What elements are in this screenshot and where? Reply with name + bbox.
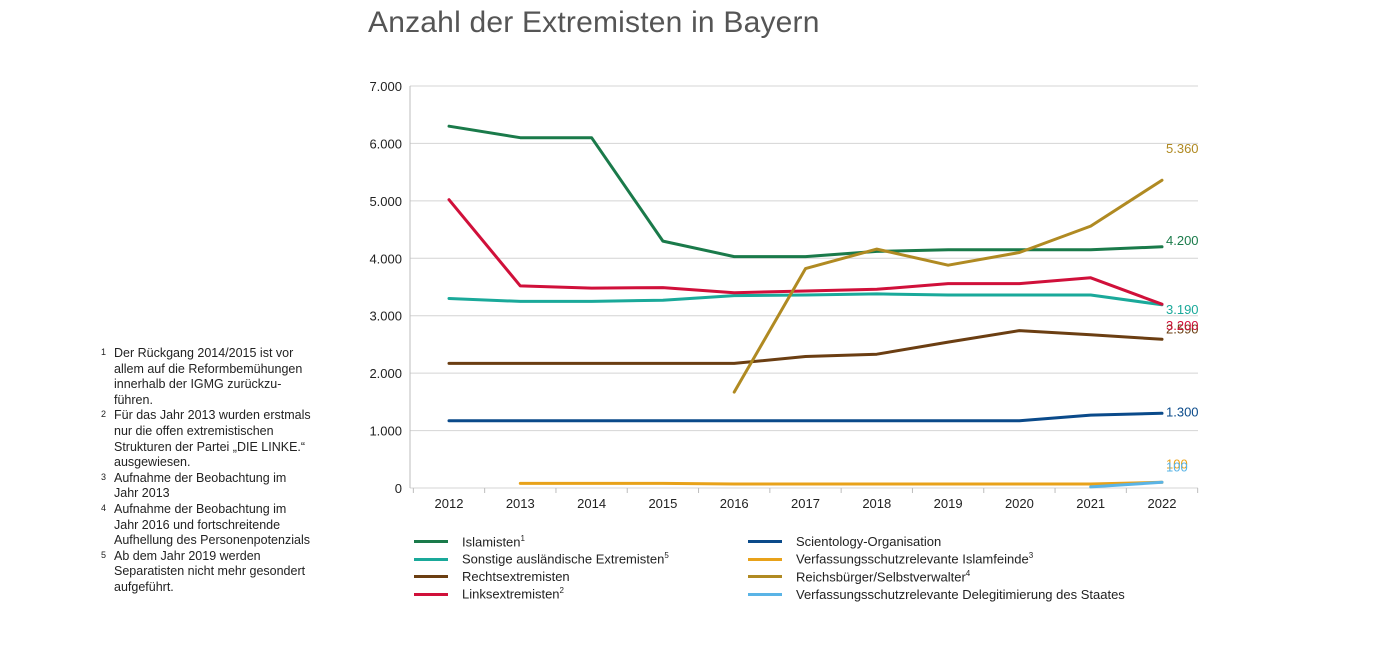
legend-swatch (414, 540, 448, 543)
legend-item: Linksextremisten2 (414, 586, 564, 603)
y-tick-label: 1.000 (369, 424, 402, 439)
x-tick-label: 2016 (720, 496, 749, 511)
footnote: 4 Aufnahme der Beobachtung im Jahr 2016 u… (101, 502, 336, 549)
legend-label: Scientology-Organisation (796, 534, 942, 549)
legend-swatch (414, 592, 448, 596)
footnote-mark: 1 (101, 347, 107, 357)
series-line (732, 178, 1164, 394)
legend-label: Reichsbürger/Selbstverwalter4 (796, 568, 971, 585)
legend-footnote-mark: 4 (965, 568, 971, 578)
footnote-text: Der Rückgang 2014/2015 ist vor allem auf… (114, 346, 303, 407)
y-tick-label: 4.000 (369, 251, 402, 266)
footnote-text: Ab dem Jahr 2019 werden Separatisten nic… (114, 548, 306, 594)
y-tick-label: 3.000 (369, 309, 402, 324)
end-value-label: 1.300 (1166, 404, 1199, 419)
legend-footnote-mark: 5 (664, 551, 669, 561)
y-axis-ticks: 0 1.000 2.000 3.000 4.000 5.000 6.000 7.000 (369, 79, 402, 496)
legend-swatch (748, 592, 782, 596)
legend-label: Linksextremisten2 (462, 586, 564, 602)
footnote-mark: 4 (101, 502, 107, 513)
footnote: 3 Aufnahme der Beobachtung im Jahr 2013 (101, 471, 336, 502)
footnote-mark: 2 (101, 409, 107, 420)
legend-footnote-mark: 2 (559, 586, 564, 596)
y-tick-label: 5.000 (369, 194, 402, 209)
x-tick-label: 2014 (577, 496, 606, 511)
legend-item: Rechtsextremisten (414, 568, 570, 585)
end-value-label: 4.200 (1166, 233, 1199, 248)
x-tick-label: 2021 (1076, 496, 1105, 511)
legend-footnote-mark: 3 (1028, 551, 1034, 561)
footnote: 1 Der Rückgang 2014/2015 ist vor allem au… (101, 346, 336, 408)
y-tick-label: 7.000 (369, 79, 402, 94)
end-value-label: 100 (1166, 459, 1188, 474)
x-tick-label: 2019 (934, 496, 963, 511)
end-value-label: 2.590 (1166, 321, 1199, 336)
x-tick-label: 2017 (791, 496, 820, 511)
legend-label: Islamisten1 (462, 533, 525, 550)
series-line (1089, 480, 1164, 489)
legend-label: Rechtsextremisten (462, 569, 570, 584)
chart-title: Anzahl der Extremisten in Bayern (368, 6, 820, 39)
y-tick-label: 0 (395, 481, 402, 496)
x-tick-label: 2013 (506, 496, 535, 511)
legend-item: Scientology-Organisation (748, 533, 941, 550)
x-tick-label: 2012 (435, 496, 464, 511)
end-value-label: 100 (1166, 456, 1188, 471)
footnote-mark: 3 (101, 471, 107, 482)
end-value-label: 3.190 (1166, 302, 1199, 317)
series-line (447, 292, 1164, 307)
legend-footnote-mark: 1 (520, 533, 525, 543)
footnote-text: Aufnahme der Beobachtung im Jahr 2013 (114, 470, 287, 501)
legend-swatch (748, 540, 782, 543)
x-tick-label: 2020 (1005, 496, 1034, 511)
y-tick-label: 2.000 (369, 366, 402, 381)
legend-item: Reichsbürger/Selbstverwalter4 (748, 568, 970, 585)
legend-label: Verfassungsschutzrelevante Delegitimieru… (796, 586, 1125, 602)
x-axis-ticks: 2012 2013 2014 2015 2016 2017 2018 2019 2020 2021… (412, 488, 1199, 511)
x-tick-label: 2022 (1148, 496, 1177, 511)
legend-swatch (748, 575, 782, 578)
x-tick-label: 2018 (862, 496, 891, 511)
y-tick-label: 6.000 (369, 136, 402, 151)
legend-item: Islamisten1 (414, 533, 525, 550)
legend-swatch (748, 557, 782, 561)
end-value-label: 5.360 (1166, 141, 1199, 156)
footnote: 5 Ab dem Jahr 2019 werden Separatisten ni… (101, 549, 336, 596)
legend-item: Verfassungsschutzrelevante Delegitimieru… (748, 586, 1125, 603)
end-value-label: 3.200 (1166, 318, 1199, 333)
legend-label: Verfassungsschutzrelevante Islamfeinde3 (796, 551, 1034, 567)
legend-item: Verfassungsschutzrelevante Islamfeinde3 (748, 551, 1033, 568)
footnotes: 1 Der Rückgang 2014/2015 ist vor allem au… (101, 346, 336, 596)
legend-label: Sonstige ausländische Extremisten5 (462, 551, 669, 567)
series-lines (447, 124, 1164, 489)
footnote-mark: 5 (101, 549, 107, 560)
footnote-text: Für das Jahr 2013 wurden erstmals nur di… (114, 408, 311, 470)
series-line (447, 198, 1164, 306)
footnote-text: Aufnahme der Beobachtung im Jahr 2016 un… (114, 501, 310, 548)
series-line (518, 480, 1164, 486)
legend-swatch (414, 575, 448, 578)
legend-swatch (414, 557, 448, 561)
series-line (447, 124, 1164, 259)
series-line (447, 329, 1164, 365)
series-line (447, 411, 1164, 423)
legend-item: Sonstige ausländische Extremisten5 (414, 551, 669, 568)
x-tick-label: 2015 (648, 496, 677, 511)
footnote: 2 Für das Jahr 2013 wurden erstmals nur d… (101, 408, 336, 470)
gridlines (409, 85, 1198, 489)
